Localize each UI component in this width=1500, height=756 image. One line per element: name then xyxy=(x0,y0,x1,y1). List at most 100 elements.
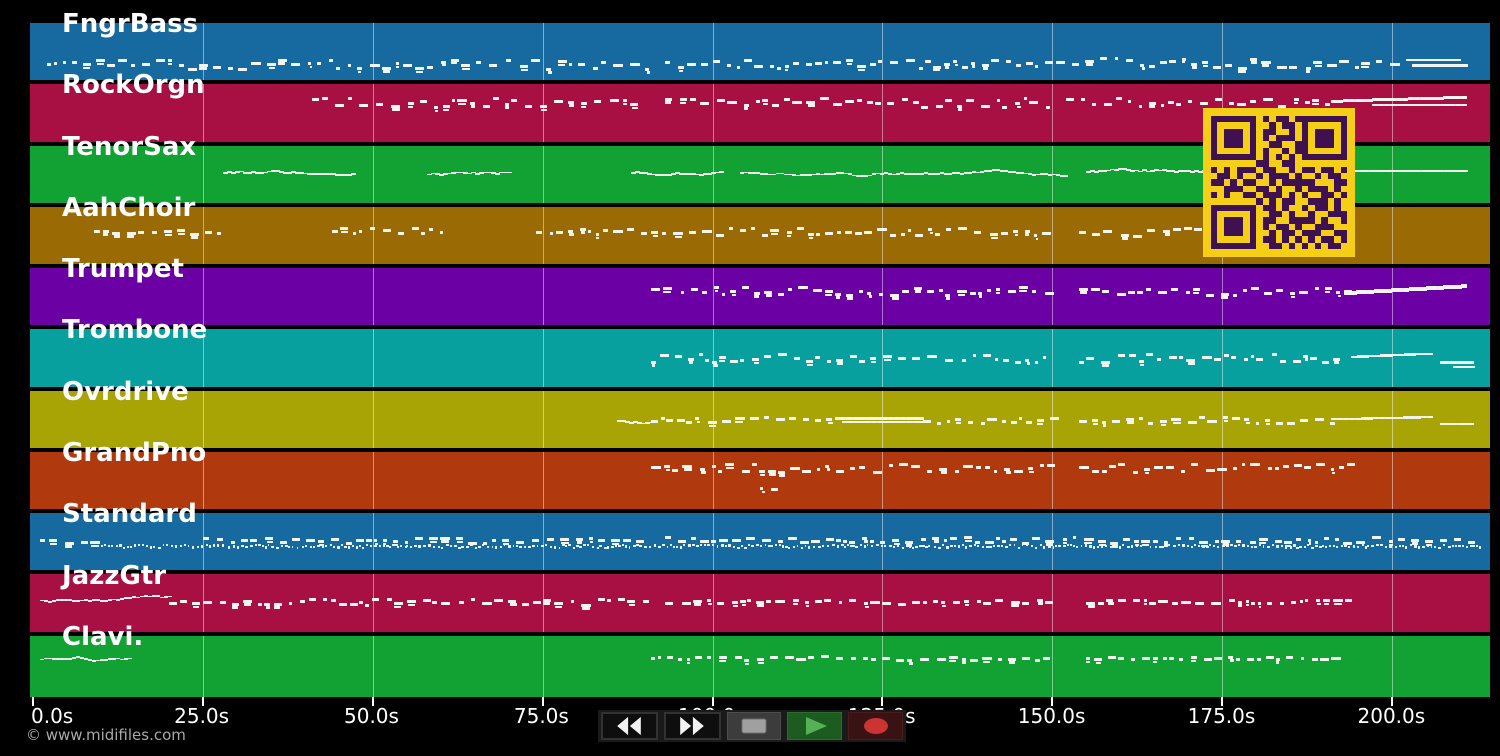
note-mark xyxy=(1025,61,1033,65)
note-mark xyxy=(1019,171,1025,174)
note-mark xyxy=(415,70,424,73)
note-mark xyxy=(199,67,207,70)
axis-tick-label: 0.0s xyxy=(31,704,74,728)
note-mark xyxy=(732,539,742,543)
note-mark xyxy=(1131,657,1135,661)
qr-module xyxy=(1308,223,1315,230)
qr-module xyxy=(1243,154,1250,161)
rewind-button[interactable] xyxy=(601,712,658,740)
qr-module xyxy=(1340,185,1347,192)
note-mark xyxy=(959,173,965,175)
note-mark xyxy=(733,604,738,608)
note-mark xyxy=(728,544,731,547)
note-mark xyxy=(168,602,178,606)
qr-module xyxy=(1243,147,1250,154)
qr-module xyxy=(1236,236,1244,243)
qr-module xyxy=(1282,135,1289,142)
note-mark xyxy=(149,546,152,549)
note-mark xyxy=(793,357,801,361)
qr-module xyxy=(1327,217,1335,224)
qr-module xyxy=(1249,192,1257,199)
note-mark xyxy=(940,471,948,474)
note-mark xyxy=(240,538,248,542)
axis-tick-label: 150.0s xyxy=(1017,704,1086,728)
note-mark xyxy=(1229,659,1234,662)
note-mark xyxy=(658,655,662,659)
qr-module xyxy=(1308,179,1315,186)
note-mark xyxy=(1289,546,1292,549)
qr-module xyxy=(1282,217,1289,224)
note-mark xyxy=(807,104,815,107)
note-mark xyxy=(1456,422,1464,426)
note-mark xyxy=(894,542,900,546)
qr-module xyxy=(1217,204,1224,211)
track-row-trumpet xyxy=(30,268,1490,330)
note-mark xyxy=(704,544,707,547)
note-mark xyxy=(1212,66,1222,70)
qr-module xyxy=(1275,166,1283,173)
note-mark xyxy=(569,233,574,236)
note-mark xyxy=(944,99,952,103)
qr-module xyxy=(1217,217,1224,224)
note-mark xyxy=(899,417,907,420)
note-mark xyxy=(90,541,100,545)
qr-module xyxy=(1211,204,1218,211)
note-mark xyxy=(928,545,931,548)
note-mark xyxy=(844,231,853,235)
note-mark xyxy=(826,417,833,421)
note-mark xyxy=(936,104,943,108)
note-mark xyxy=(1146,287,1151,291)
qr-module xyxy=(1262,122,1270,129)
note-mark xyxy=(382,545,386,548)
note-mark xyxy=(911,601,920,605)
note-mark xyxy=(162,543,165,546)
note-mark xyxy=(643,599,649,603)
note-mark xyxy=(250,539,257,543)
note-mark xyxy=(815,418,822,422)
stop-button[interactable] xyxy=(726,712,782,740)
note-mark xyxy=(420,231,425,235)
gridline xyxy=(1052,84,1054,142)
qr-module xyxy=(1314,166,1322,173)
record-button[interactable] xyxy=(848,712,903,740)
qr-module xyxy=(1217,135,1224,142)
axis-tick-label: 25.0s xyxy=(174,704,230,728)
qr-module xyxy=(1301,192,1309,199)
note-mark xyxy=(803,174,809,176)
qr-module xyxy=(1282,160,1289,167)
note-mark xyxy=(963,172,969,175)
note-mark xyxy=(1411,538,1419,542)
note-mark xyxy=(1169,59,1177,63)
note-mark xyxy=(396,545,399,548)
note-mark xyxy=(981,421,986,425)
track-row-trombone xyxy=(30,329,1490,391)
note-mark xyxy=(783,173,789,176)
note-mark xyxy=(597,598,606,602)
fast-forward-button[interactable] xyxy=(663,712,721,740)
note-mark xyxy=(554,99,563,103)
note-mark xyxy=(1336,417,1344,421)
qr-module xyxy=(1327,211,1335,218)
note-mark xyxy=(862,536,867,540)
note-mark xyxy=(457,98,468,102)
note-mark xyxy=(1351,355,1358,359)
note-mark xyxy=(744,107,748,110)
note-mark xyxy=(976,465,981,469)
note-mark xyxy=(991,169,997,172)
note-mark xyxy=(102,233,108,236)
qr-module xyxy=(1269,198,1276,205)
qr-module xyxy=(1301,179,1309,186)
note-mark xyxy=(1426,543,1433,547)
play-button[interactable] xyxy=(787,712,843,740)
qr-module xyxy=(1211,122,1218,129)
note-mark xyxy=(1293,97,1300,101)
note-mark xyxy=(1084,59,1094,63)
note-mark xyxy=(393,602,403,606)
note-mark xyxy=(362,546,365,549)
note-mark xyxy=(306,538,315,542)
qr-module xyxy=(1236,179,1244,186)
note-mark xyxy=(1205,293,1215,297)
note-mark xyxy=(588,229,592,233)
note-mark xyxy=(1275,661,1280,664)
note-mark xyxy=(954,63,959,66)
